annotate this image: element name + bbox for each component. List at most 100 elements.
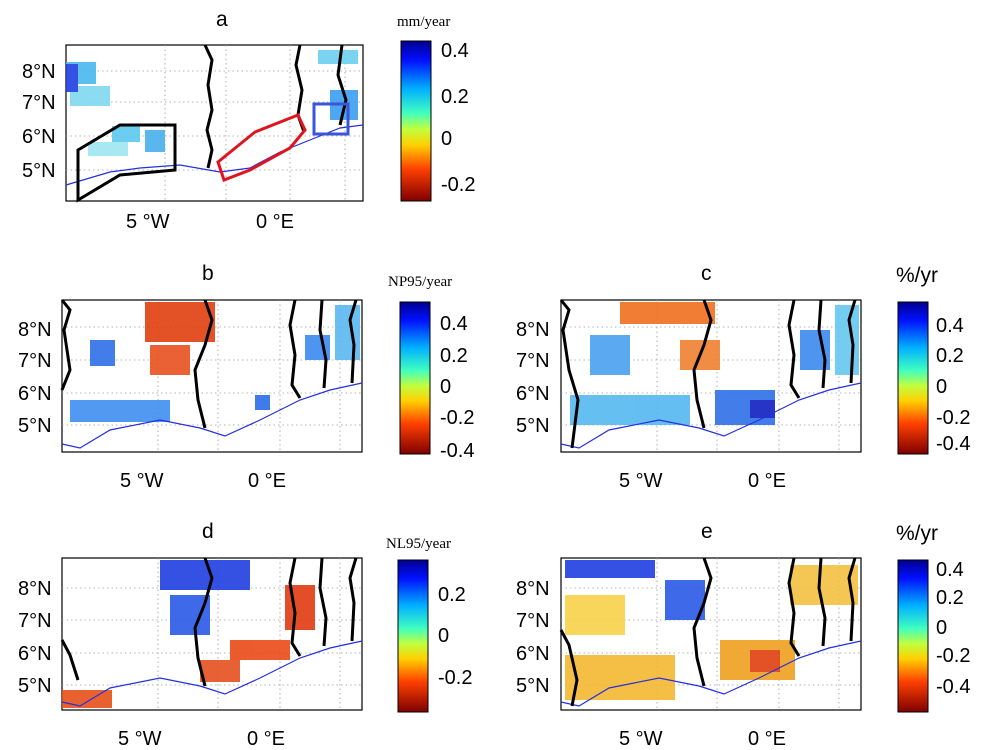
panel-c-lat-tick-6n: 6°N (516, 383, 550, 405)
panel-d-cbar-tick-1: 0.2 (438, 584, 466, 606)
panel-d-lat-tick-5n: 5°N (18, 675, 52, 697)
blue-box-region (312, 102, 350, 136)
panel-a-lat-tick-5n: 5°N (22, 160, 56, 182)
panel-c-border-civ-gha (692, 299, 713, 429)
panel-a-border-civ-gha (203, 44, 214, 169)
panel-c-unit: %/yr (896, 264, 938, 287)
panel-d-border-civ-gha (193, 557, 214, 687)
panel-e-coastline (560, 640, 862, 707)
panel-a-cbar-tick-2: 0.2 (441, 86, 469, 108)
panel-e-border-civ-gha (692, 557, 713, 687)
panel-b-lat-tick-5n: 5°N (18, 415, 52, 437)
panel-b-lon-tick-5w: 5 °W (120, 470, 164, 492)
panel-b-lon-tick-0e: 0 °E (248, 470, 286, 492)
panel-c-title: c (701, 262, 712, 285)
panel-c-border-ben-nga (847, 299, 857, 384)
panel-e: e 8°N (516, 520, 970, 750)
panel-d-cbar-tick-2: 0 (438, 625, 449, 647)
panel-c-cbar-tick-3: 0 (936, 376, 947, 398)
panel-e-map (559, 557, 862, 711)
panel-a-cbar-tick-1: 0.4 (441, 40, 469, 62)
panel-d-map (60, 557, 363, 711)
panel-e-cbar-tick-5: -0.4 (936, 676, 970, 698)
panel-b-map (60, 299, 363, 453)
panel-d-cbar-tick-3: -0.2 (438, 667, 472, 689)
panel-b-border-tgo-ben (318, 299, 328, 389)
panel-a: a (22, 8, 475, 233)
panel-e-cbar-tick-4: -0.2 (936, 645, 970, 667)
panel-b-unit: NP95/year (388, 274, 452, 290)
panel-a-lat-tick-8n: 8°N (22, 61, 56, 83)
panel-e-title: e (701, 520, 713, 543)
panel-a-map (65, 44, 364, 203)
panel-a-title: a (216, 8, 228, 31)
panel-e-lon-tick-0e: 0 °E (748, 728, 786, 750)
panel-b-border-gha-tgo (288, 299, 302, 399)
panel-e-lat-tick-7n: 7°N (516, 610, 550, 632)
panel-c-lat-tick-7n: 7°N (516, 350, 550, 372)
panel-b-lat-tick-8n: 8°N (18, 319, 52, 341)
panel-a-colorbar (400, 40, 432, 202)
panel-b-lat-tick-7n: 7°N (18, 350, 52, 372)
black-outline-region (76, 123, 177, 203)
panel-c-map (559, 299, 862, 453)
panel-e-cbar-tick-2: 0.2 (936, 587, 964, 609)
panel-b-colorbar (399, 301, 431, 455)
red-outline-region (216, 113, 307, 182)
panel-d-border-ben-nga (348, 557, 358, 642)
panel-a-cbar-tick-3: 0 (441, 128, 452, 150)
panel-b-cbar-tick-2: 0.2 (440, 345, 468, 367)
panel-d-border-lbr-civ (60, 639, 80, 681)
panel-b-border-lbr-civ (60, 299, 72, 391)
panel-c-lat-tick-5n: 5°N (516, 415, 550, 437)
panel-c-coastline (560, 382, 862, 449)
panel-a-cbar-tick-4: -0.2 (441, 174, 475, 196)
panel-b-cbar-tick-1: 0.4 (440, 313, 468, 335)
panel-d-lat-tick-8n: 8°N (18, 578, 52, 600)
panel-e-lat-tick-6n: 6°N (516, 643, 550, 665)
panel-c-lon-tick-0e: 0 °E (748, 470, 786, 492)
panel-e-colorbar (897, 559, 929, 713)
panel-d-unit: NL95/year (386, 536, 451, 552)
panel-d-title: d (202, 520, 214, 543)
panel-b-cbar-tick-4: -0.2 (440, 407, 474, 429)
panel-d-border-tgo-ben (318, 557, 328, 647)
panel-c-lon-tick-5w: 5 °W (619, 470, 663, 492)
panel-a-lat-tick-7n: 7°N (22, 92, 56, 114)
panel-e-cbar-tick-1: 0.4 (936, 559, 964, 581)
panel-d-lon-tick-5w: 5 °W (118, 728, 162, 750)
panel-d: d 8°N 7°N 6 (18, 520, 472, 750)
panel-e-lon-tick-5w: 5 °W (619, 728, 663, 750)
panel-d-lon-tick-0e: 0 °E (247, 728, 285, 750)
panel-b-data-field (70, 302, 360, 422)
panel-e-lat-tick-5n: 5°N (516, 675, 550, 697)
panel-c-cbar-tick-4: -0.2 (936, 407, 970, 429)
panel-c-border-tgo-ben (817, 299, 827, 389)
panel-a-lat-tick-6n: 6°N (22, 126, 56, 148)
panel-d-coastline (61, 640, 363, 707)
panel-c-border-lbr-civ (559, 299, 580, 449)
panel-c-colorbar (897, 301, 929, 455)
panel-d-lat-tick-7n: 7°N (18, 610, 52, 632)
panel-b-coastline (61, 382, 363, 449)
panel-b-border-ben-nga (348, 299, 358, 384)
panel-c-cbar-tick-2: 0.2 (936, 345, 964, 367)
panel-a-lon-tick-0e: 0 °E (256, 211, 294, 233)
panel-d-lat-tick-6n: 6°N (18, 643, 52, 665)
panel-e-unit: %/yr (896, 522, 938, 545)
panel-e-lat-tick-8n: 8°N (516, 578, 550, 600)
panel-e-border-gha-tgo (787, 557, 801, 657)
panel-c-border-gha-tgo (787, 299, 801, 399)
panel-c-cbar-tick-5: -0.4 (936, 433, 970, 455)
panel-c-lat-tick-8n: 8°N (516, 319, 550, 341)
panel-b-lat-tick-6n: 6°N (18, 383, 52, 405)
panel-e-border-tgo-ben (817, 557, 827, 647)
panel-a-border-tgo-ben (336, 44, 348, 126)
panel-b-border-civ-gha (193, 299, 214, 429)
panel-a-lon-tick-5w: 5 °W (126, 211, 170, 233)
panel-d-colorbar (397, 559, 429, 713)
panel-b-cbar-tick-5: -0.4 (440, 440, 474, 462)
panel-b-title: b (202, 262, 214, 285)
panel-e-border-lbr-civ (559, 629, 579, 707)
